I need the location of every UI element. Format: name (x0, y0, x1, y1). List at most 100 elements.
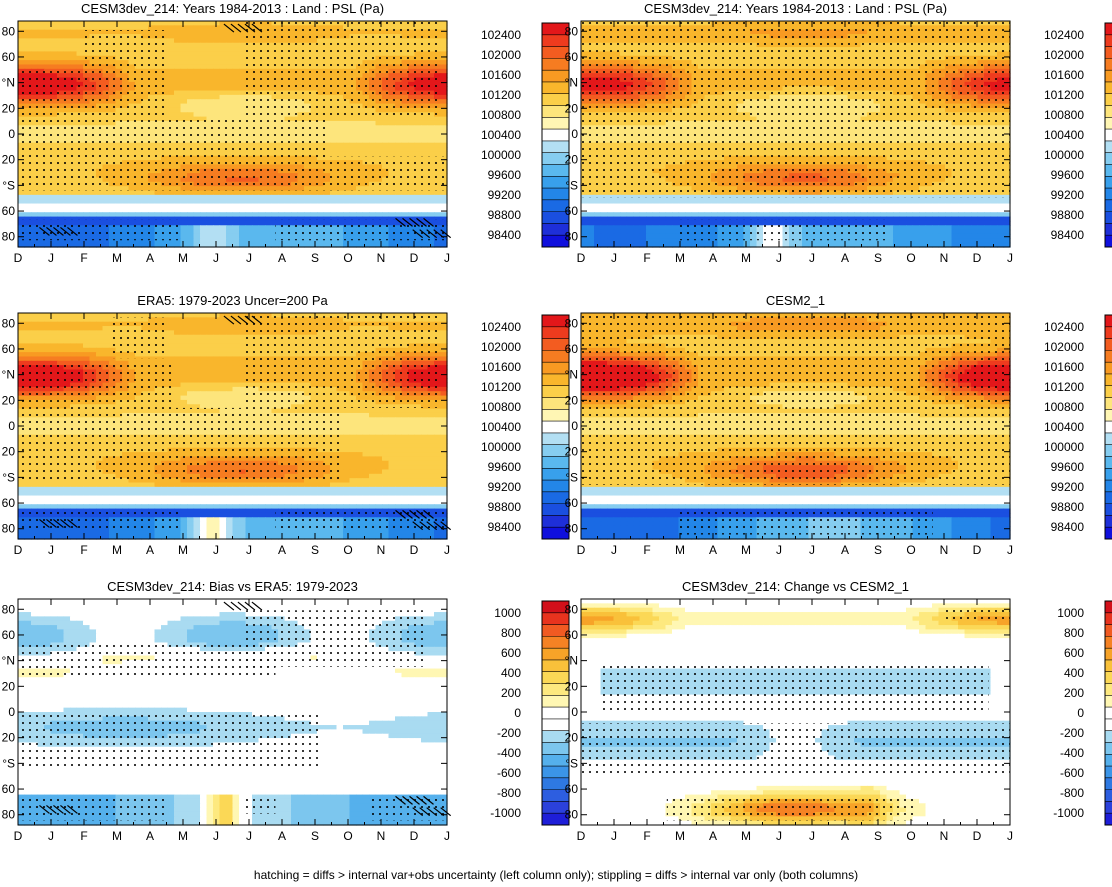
field-cell (233, 91, 240, 96)
field-cell (220, 99, 227, 104)
field-cell (64, 38, 71, 43)
field-cell (382, 121, 389, 126)
figure-canvas: CESM3dev_214: Years 1984-2013 : Land : P… (0, 0, 1112, 887)
field-cell (194, 60, 201, 65)
field-cell (181, 99, 188, 104)
field-cell (363, 130, 370, 135)
field-cell (103, 21, 110, 26)
field-cell (233, 78, 240, 83)
field-cell (213, 47, 220, 52)
field-cell (226, 38, 233, 43)
field-cell (213, 56, 220, 61)
field-cell (226, 34, 233, 39)
field-cell (70, 21, 77, 26)
field-cell (220, 64, 227, 69)
field-cell (168, 82, 175, 87)
field-cell (213, 104, 220, 109)
field-cell (103, 25, 110, 30)
field-cell (434, 117, 441, 122)
field-cell (337, 130, 344, 135)
field-cell (200, 60, 207, 65)
field-cell (51, 56, 58, 61)
field-cell (122, 25, 129, 30)
field-cell (389, 121, 396, 126)
field-cell (233, 64, 240, 69)
field-cell (25, 51, 32, 56)
field-cell (25, 34, 32, 39)
field-cell (51, 21, 58, 26)
field-cell (57, 64, 64, 69)
field-cell (207, 21, 214, 26)
field-cell (226, 51, 233, 56)
field-cell (57, 25, 64, 30)
field-cell (155, 21, 162, 26)
field-cell (51, 38, 58, 43)
field-cell (207, 43, 214, 48)
field-cell (356, 117, 363, 122)
field-cell (181, 108, 188, 113)
field-cell (129, 21, 136, 26)
field-cell (226, 91, 233, 96)
field-cell (44, 64, 51, 69)
field-cell (38, 43, 45, 48)
field-cell (181, 21, 188, 26)
field-cell (64, 47, 71, 52)
field-cell (395, 130, 402, 135)
field-cell (194, 30, 201, 35)
field-cell (38, 34, 45, 39)
field-cell (174, 69, 181, 74)
field-cell (220, 108, 227, 113)
field-cell (181, 82, 188, 87)
field-cell (38, 21, 45, 26)
field-cell (174, 99, 181, 104)
field-cell (18, 38, 25, 43)
field-cell (187, 51, 194, 56)
field-cell (187, 21, 194, 26)
field-cell (44, 60, 51, 65)
field-cell (434, 121, 441, 126)
field-cell (233, 99, 240, 104)
field-cell (220, 95, 227, 100)
field-cell (220, 69, 227, 74)
field-cell (382, 130, 389, 135)
field-cell (194, 47, 201, 52)
field-cell (187, 47, 194, 52)
field-cell (220, 86, 227, 91)
field-cell (181, 25, 188, 30)
field-cell (213, 86, 220, 91)
field-cell (187, 108, 194, 113)
field-cell (64, 51, 71, 56)
field-cell (363, 121, 370, 126)
field-cell (200, 43, 207, 48)
field-cell (382, 117, 389, 122)
field-cell (421, 117, 428, 122)
field-cell (142, 21, 149, 26)
field-cell (31, 34, 38, 39)
field-cell (168, 47, 175, 52)
field-cell (207, 51, 214, 56)
field-cell (64, 64, 71, 69)
field-cell (44, 38, 51, 43)
field-cell (428, 121, 435, 126)
field-cell (187, 25, 194, 30)
field-cell (181, 95, 188, 100)
field-cell (194, 99, 201, 104)
field-cell (402, 125, 409, 130)
field-cell (70, 56, 77, 61)
field-cell (181, 69, 188, 74)
field-cell (213, 82, 220, 87)
field-cell (181, 91, 188, 96)
field-cell (207, 104, 214, 109)
field-cell (194, 25, 201, 30)
field-cell (200, 64, 207, 69)
field-cell (31, 47, 38, 52)
field-cell (148, 21, 155, 26)
field-cell (51, 25, 58, 30)
field-cell (233, 69, 240, 74)
field-cell (38, 30, 45, 35)
field-cell (207, 95, 214, 100)
field-cell (109, 25, 116, 30)
field-cell (356, 130, 363, 135)
field-cell (421, 130, 428, 135)
field-cell (220, 78, 227, 83)
